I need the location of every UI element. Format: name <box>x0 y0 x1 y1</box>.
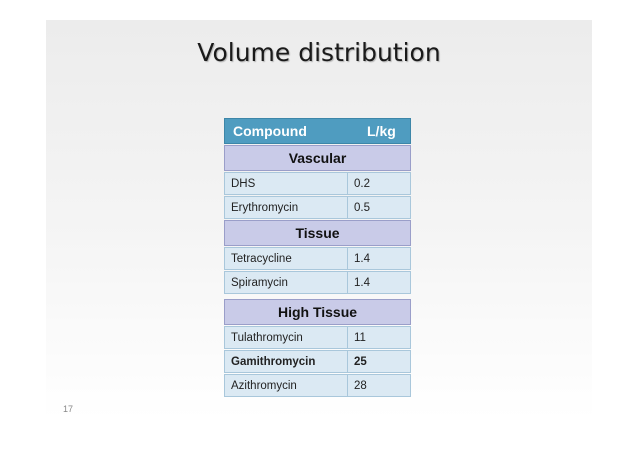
value-cell: 0.2 <box>348 172 411 195</box>
compound-cell: Gamithromycin <box>224 350 348 373</box>
compound-cell: Spiramycin <box>224 271 348 294</box>
table-row: Gamithromycin 25 <box>224 350 411 373</box>
value-cell: 11 <box>348 326 411 349</box>
value-cell: 25 <box>348 350 411 373</box>
slide-number: 17 <box>63 404 74 414</box>
table-row: Spiramycin 1.4 <box>224 271 411 294</box>
compound-cell: Azithromycin <box>224 374 348 397</box>
table-row: DHS 0.2 <box>224 172 411 195</box>
section-tissue: Tissue <box>224 220 411 246</box>
compound-cell: Tulathromycin <box>224 326 348 349</box>
section-vascular: Vascular <box>224 145 411 171</box>
value-cell: 28 <box>348 374 411 397</box>
table-row: Tulathromycin 11 <box>224 326 411 349</box>
header-lkg: L/kg <box>367 123 396 139</box>
value-cell: 0.5 <box>348 196 411 219</box>
value-cell: 1.4 <box>348 247 411 270</box>
table-row: Erythromycin 0.5 <box>224 196 411 219</box>
header-compound: Compound <box>233 123 307 139</box>
slide-title: Volume distribution <box>197 38 441 67</box>
compound-cell: Erythromycin <box>224 196 348 219</box>
value-cell: 1.4 <box>348 271 411 294</box>
table-header: Compound L/kg <box>224 118 411 144</box>
table-row: Azithromycin 28 <box>224 374 411 397</box>
compound-cell: DHS <box>224 172 348 195</box>
table-row: Tetracycline 1.4 <box>224 247 411 270</box>
volume-table: Compound L/kg Vascular DHS 0.2 Erythromy… <box>224 118 411 397</box>
compound-cell: Tetracycline <box>224 247 348 270</box>
section-high-tissue: High Tissue <box>224 299 411 325</box>
